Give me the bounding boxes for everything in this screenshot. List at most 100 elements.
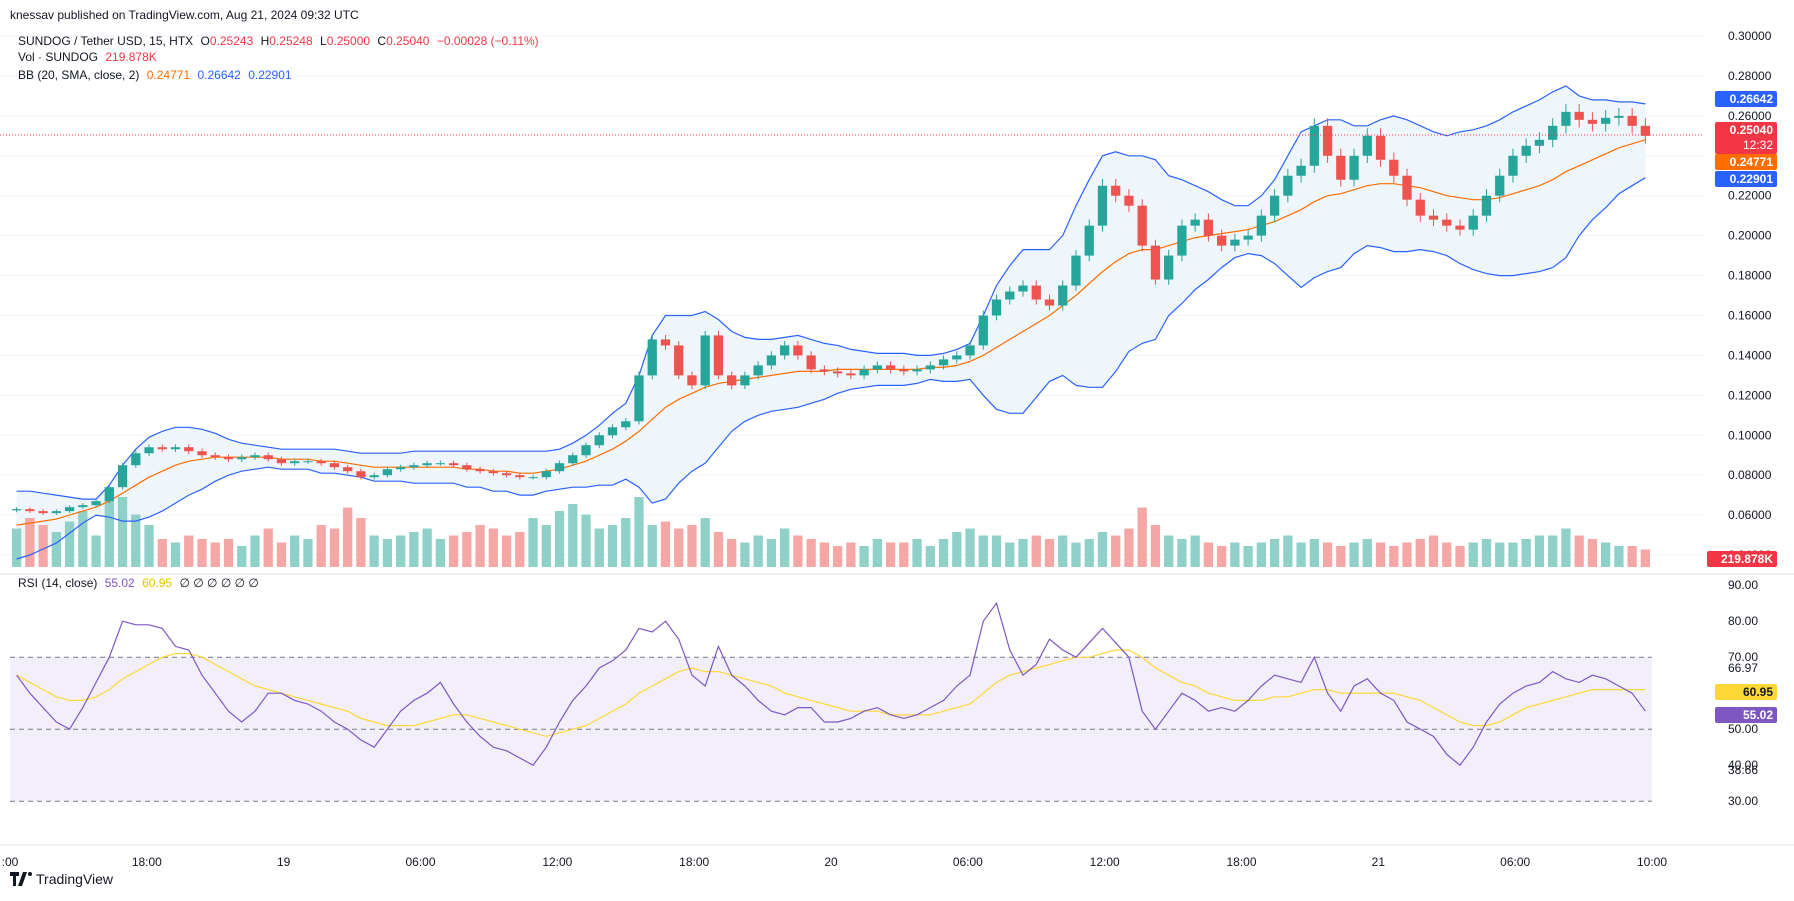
volume-bar <box>1508 542 1518 567</box>
candle-body <box>1322 125 1333 156</box>
candle-body <box>1283 175 1293 196</box>
volume-bar <box>1150 525 1161 567</box>
candle-body <box>1574 111 1584 120</box>
candle-body <box>1243 235 1253 240</box>
volume-bar <box>607 525 618 567</box>
volume-bar <box>753 535 763 567</box>
volume-bar <box>1097 532 1108 567</box>
bb-upper-line <box>16 85 1646 500</box>
volume-bar <box>1044 539 1055 567</box>
candle-body <box>290 461 300 464</box>
candle-body <box>832 371 843 374</box>
candle-body <box>965 345 975 356</box>
candle-body <box>1508 155 1518 176</box>
bb-legend-label[interactable]: BB (20, SMA, close, 2) <box>18 68 140 82</box>
candle-body <box>475 469 485 472</box>
rsi-legend-value: 55.02 <box>104 576 135 590</box>
candle-body <box>541 471 551 478</box>
volume-bar <box>594 528 604 567</box>
volume-bar <box>1455 546 1465 567</box>
volume-bar <box>1442 542 1452 567</box>
rsi-legend-label[interactable]: RSI (14, close) <box>18 576 98 590</box>
volume-bar <box>448 535 459 567</box>
tradingview-brand[interactable]: TradingView <box>10 871 113 887</box>
candle-body <box>382 469 393 476</box>
volume-bar <box>793 535 803 567</box>
candle-body <box>197 451 207 456</box>
volume-bar <box>766 539 777 567</box>
candle-body <box>1442 219 1452 226</box>
rsi-tick-label: 50.00 <box>1728 722 1758 736</box>
volume-bar <box>170 542 181 567</box>
rsi-ma-legend-value: 60.95 <box>142 576 173 590</box>
candle-body <box>1548 125 1558 140</box>
volume-bar <box>1389 546 1399 567</box>
candle-body <box>700 335 710 386</box>
volume-bar <box>184 535 194 567</box>
candle-body <box>846 373 856 376</box>
volume-legend-label[interactable]: Vol · SUNDOG <box>18 50 99 64</box>
volume-bar <box>1614 546 1624 567</box>
symbol-title[interactable]: SUNDOG / Tether USD, 15, HTX <box>18 34 194 48</box>
candle-body <box>740 375 750 386</box>
price-tick-label: 0.30000 <box>1728 29 1772 43</box>
candle-body <box>1111 185 1121 196</box>
volume-bar <box>157 539 167 567</box>
volume-bar <box>1561 528 1571 567</box>
symbol-legend: SUNDOG / Tether USD, 15, HTX O0.25243 H0… <box>18 34 543 48</box>
candle-body <box>938 359 949 366</box>
candle-body <box>674 345 684 376</box>
rsi-tick-label: 66.97 <box>1728 661 1758 675</box>
volume-bar <box>1601 542 1611 567</box>
candle-body <box>885 365 896 370</box>
candle-body <box>303 461 313 463</box>
candle-body <box>1203 219 1214 236</box>
ohlc-low: 0.25000 <box>326 34 371 48</box>
tradingview-wordmark: TradingView <box>36 871 114 887</box>
time-tick-label: 19 <box>277 855 291 869</box>
candle-body <box>409 465 419 468</box>
candle-body <box>793 345 803 356</box>
candle-body <box>1269 195 1280 216</box>
volume-bar <box>1574 535 1584 567</box>
volume-bar <box>369 535 379 567</box>
rsi-line <box>16 601 1646 767</box>
volume-bar <box>978 535 988 567</box>
volume-bar <box>647 525 657 567</box>
volume-bar <box>263 528 273 567</box>
volume-bar <box>819 542 830 567</box>
candle-body <box>237 457 247 460</box>
volume-bar <box>1177 539 1187 567</box>
volume-bar <box>806 539 816 567</box>
volume-bar <box>1124 528 1134 567</box>
volume-bar <box>581 514 591 567</box>
ohlc-high: 0.25248 <box>269 34 313 48</box>
volume-bar <box>475 525 485 567</box>
time-tick-label: 12:00 <box>542 855 572 869</box>
candle-body <box>51 511 61 514</box>
volume-bar <box>925 546 935 567</box>
candle-body <box>210 455 220 458</box>
candle-body <box>528 477 538 479</box>
candle-body <box>1044 299 1055 306</box>
price-tick-label: 0.26000 <box>1728 109 1772 123</box>
candle-body <box>501 473 512 476</box>
candle-body <box>144 447 154 454</box>
candle-body <box>819 369 830 372</box>
volume-bar <box>131 514 141 567</box>
candle-body <box>1124 195 1134 206</box>
candle-body <box>448 463 459 466</box>
volume-bar <box>1415 539 1425 567</box>
volume-bar <box>1495 542 1505 567</box>
volume-bar <box>780 528 790 567</box>
candle-body <box>952 355 962 360</box>
candle-body <box>1150 245 1161 280</box>
rsi-price-tag: 55.02 <box>1715 707 1777 723</box>
ohlc-open-label: O <box>200 34 210 48</box>
volume-bar <box>1640 549 1651 567</box>
volume-bar <box>1164 535 1174 567</box>
bb-lower-price-tag: 0.22901 <box>1715 171 1777 187</box>
volume-bar <box>687 525 697 567</box>
candle-body <box>1495 175 1505 196</box>
